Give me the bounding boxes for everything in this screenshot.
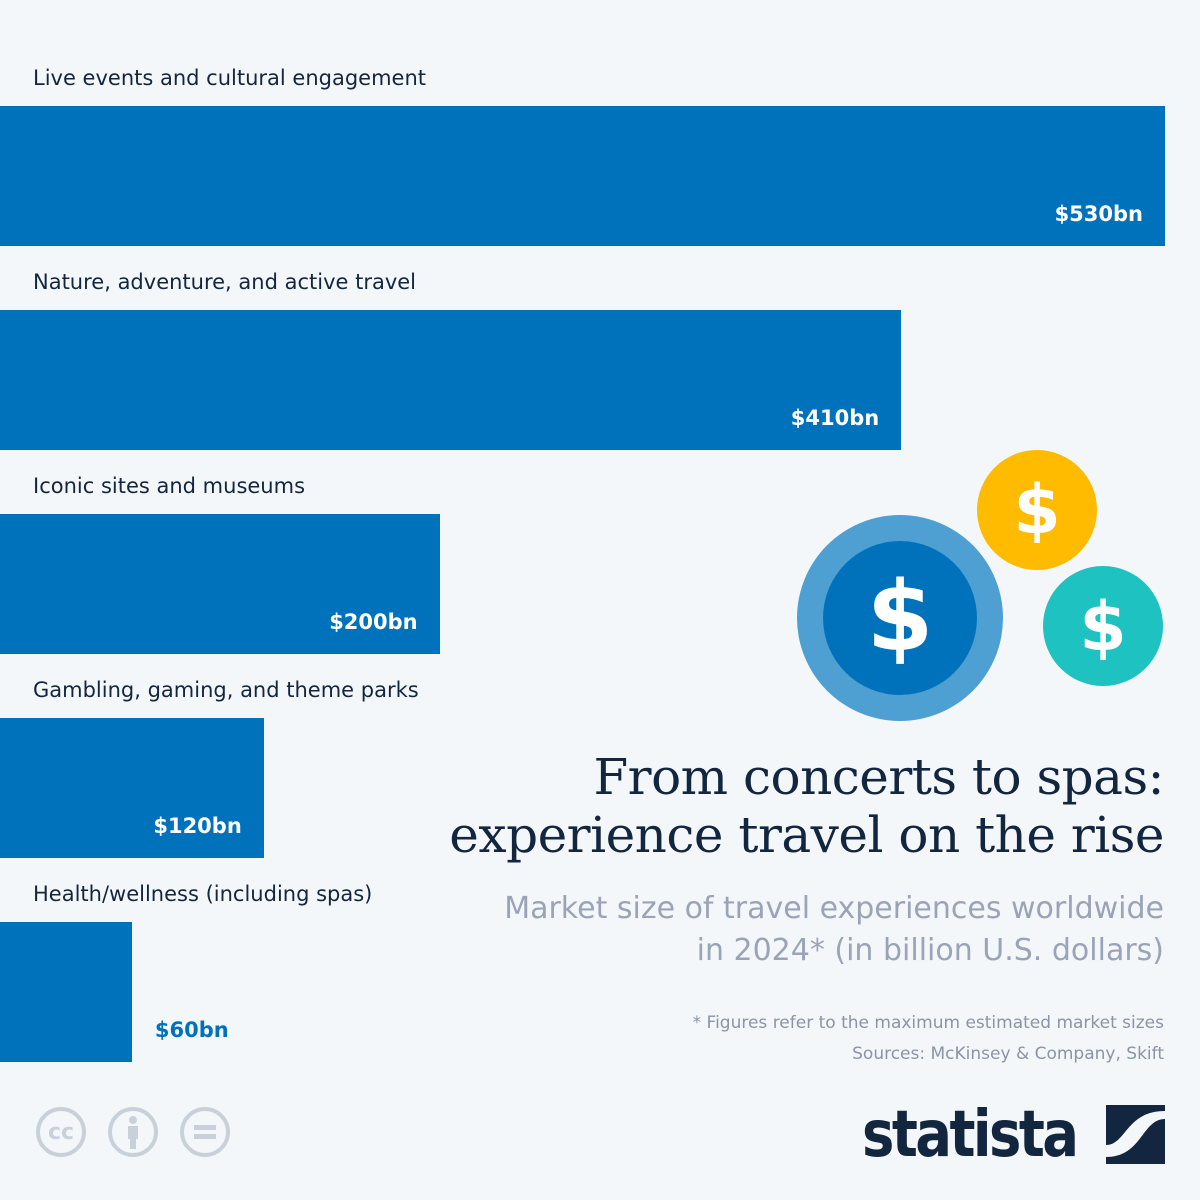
subtitle-line: in 2024* (in billion U.S. dollars) — [696, 933, 1164, 968]
chart-title: From concerts to spas: experience travel… — [449, 748, 1164, 864]
large-coin-icon: $ — [797, 515, 1003, 721]
title-line: From concerts to spas: — [593, 748, 1164, 806]
value-label: $530bn — [1054, 202, 1143, 226]
value-label: $410bn — [790, 406, 880, 430]
teal-coin-icon: $ — [1043, 566, 1163, 686]
gold-coin-icon: $ — [977, 450, 1097, 570]
svg-text:$: $ — [867, 561, 934, 673]
statista-logo-icon — [1106, 1105, 1165, 1164]
value-label: $120bn — [153, 814, 242, 838]
value-label: $200bn — [329, 610, 418, 634]
category-label: Live events and cultural engagement — [33, 66, 427, 90]
bar — [0, 718, 264, 858]
svg-text:$: $ — [1013, 471, 1060, 550]
bar — [0, 106, 1165, 246]
cc-icon[interactable]: cc — [36, 1107, 86, 1157]
statista-logo[interactable]: statista — [862, 1098, 1079, 1172]
svg-text:$: $ — [1079, 588, 1126, 667]
attribution-icon[interactable] — [108, 1107, 158, 1157]
category-label: Iconic sites and museums — [33, 474, 306, 498]
bar — [0, 922, 132, 1062]
no-derivatives-icon[interactable] — [180, 1107, 230, 1157]
coins-illustration: $ $ $ — [797, 450, 1163, 721]
sources: Sources: McKinsey & Company, Skift — [852, 1044, 1164, 1064]
subtitle-line: Market size of travel experiences worldw… — [504, 891, 1164, 926]
category-label: Gambling, gaming, and theme parks — [33, 678, 419, 702]
category-label: Health/wellness (including spas) — [33, 882, 373, 906]
category-label: Nature, adventure, and active travel — [33, 270, 417, 294]
footnote: * Figures refer to the maximum estimated… — [692, 1013, 1164, 1033]
bar — [0, 310, 902, 450]
value-label: $60bn — [154, 1018, 229, 1042]
chart-subtitle: Market size of travel experiences worldw… — [504, 888, 1164, 972]
title-line: experience travel on the rise — [449, 806, 1164, 864]
bar — [0, 514, 440, 654]
